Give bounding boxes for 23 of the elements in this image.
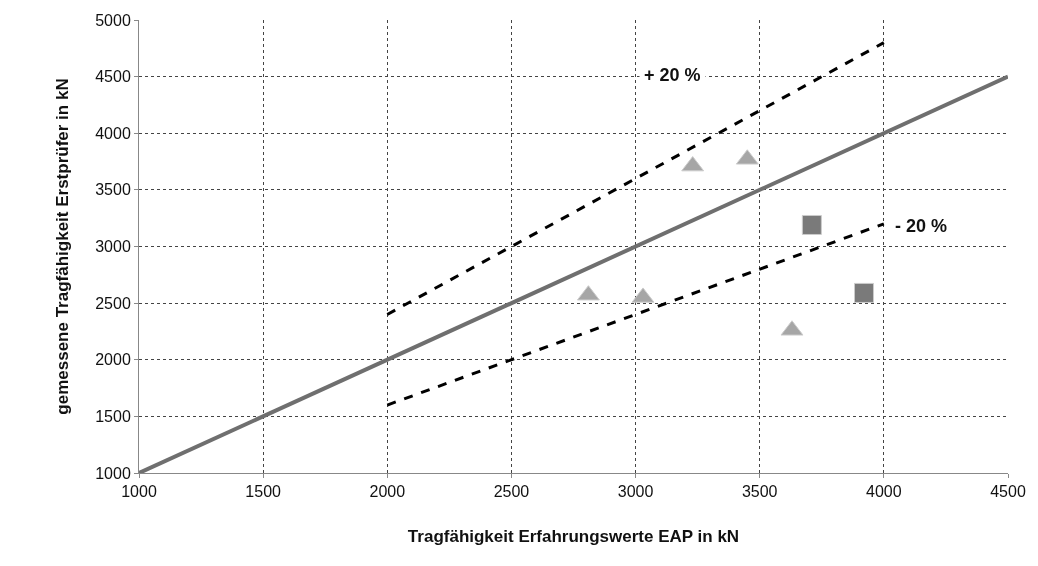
x-tick-label: 2000	[369, 483, 406, 501]
x-tick-label: 4500	[990, 483, 1026, 501]
x-tick-label: 2500	[493, 483, 530, 501]
point	[801, 214, 822, 235]
y-tick-label: 1000	[95, 464, 131, 482]
x-tick-label: 1000	[121, 483, 157, 501]
y-tick-label: 5000	[95, 11, 131, 29]
y-tick-label: 4000	[95, 124, 131, 142]
y-tick-label: 1500	[95, 407, 131, 425]
x-tick-label: 3000	[617, 483, 654, 501]
y-tick-label: 2500	[95, 294, 131, 312]
x-tick-label: 1500	[245, 483, 282, 501]
annotation: - 20 %	[895, 216, 948, 236]
y-tick-label: 2000	[95, 351, 131, 369]
x-axis-title: Tragfähigkeit Erfahrungswerte EAP in kN	[407, 526, 740, 546]
y-tick-label: 3500	[95, 181, 131, 199]
annotation: + 20 %	[644, 65, 701, 85]
x-tick-label: 4000	[866, 483, 902, 501]
y-tick-label: 3000	[95, 238, 131, 256]
y-axis-title: gemessene Tragfähigkeit Erstprüfer in kN	[52, 78, 72, 415]
point	[853, 282, 874, 303]
y-tick-label: 4500	[95, 68, 131, 86]
x-tick-label: 3500	[741, 483, 778, 501]
